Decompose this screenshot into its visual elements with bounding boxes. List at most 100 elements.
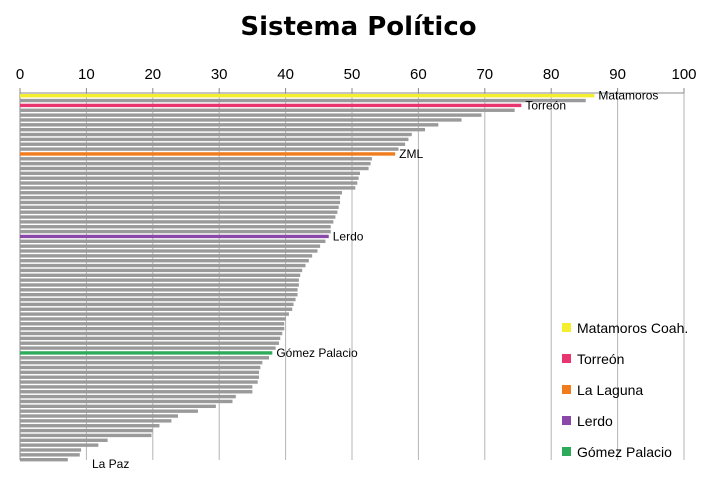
bar <box>20 341 279 345</box>
bar <box>20 360 263 365</box>
bar <box>20 181 358 185</box>
bar <box>20 127 426 132</box>
bar <box>20 244 321 248</box>
bar <box>20 108 515 112</box>
bar <box>20 239 326 243</box>
highlighted-bar <box>20 103 522 108</box>
bar <box>20 458 68 462</box>
x-tick-label: 10 <box>78 66 95 83</box>
bar <box>20 443 99 447</box>
highlighted-bar <box>20 152 396 156</box>
chart-title: Sistema Político <box>240 12 477 42</box>
bar <box>20 220 334 224</box>
bar <box>20 414 179 418</box>
x-tick-label: 70 <box>476 66 493 83</box>
bar <box>20 302 294 307</box>
bar <box>20 176 359 180</box>
x-tick-label: 100 <box>671 66 696 83</box>
bar <box>20 356 269 360</box>
bar <box>20 229 331 234</box>
bar <box>20 278 299 282</box>
bar <box>20 191 343 195</box>
bar-label: Torreón <box>525 98 566 112</box>
bar <box>20 424 160 428</box>
bar <box>20 215 336 219</box>
bar <box>20 399 233 404</box>
x-tick-label: 0 <box>16 66 24 83</box>
bar <box>20 186 356 190</box>
bar <box>20 200 341 205</box>
x-tick-label: 40 <box>277 66 294 83</box>
bar <box>20 118 462 122</box>
bar <box>20 195 341 200</box>
bar <box>20 283 299 287</box>
bar <box>20 390 253 394</box>
bar <box>20 263 306 268</box>
x-tick-label: 30 <box>211 66 228 83</box>
bar <box>20 98 586 103</box>
x-tick-label: 60 <box>410 66 427 83</box>
bar <box>20 326 285 331</box>
legend-label: La Laguna <box>577 381 644 398</box>
legend-swatch <box>562 323 571 332</box>
bar <box>20 365 261 370</box>
bar <box>20 132 412 137</box>
bar <box>20 428 153 433</box>
highlighted-bar <box>20 351 273 355</box>
bar <box>20 322 285 326</box>
bar <box>20 292 298 297</box>
bar <box>20 346 276 350</box>
legend-label: Matamoros Coah. <box>577 319 689 336</box>
bar <box>20 123 439 127</box>
legend-swatch <box>562 354 571 363</box>
bar <box>20 297 296 302</box>
bar <box>20 453 80 457</box>
legend-item-matamoros: Matamoros Coah. <box>562 312 688 343</box>
bar <box>20 317 286 321</box>
bar <box>20 161 371 166</box>
bar <box>20 380 258 384</box>
highlighted-bar <box>20 234 329 239</box>
highlighted-bar <box>20 94 595 98</box>
bar <box>20 404 216 409</box>
legend-item-la-laguna: La Laguna <box>562 374 688 405</box>
legend-item-lerdo: Lerdo <box>562 405 688 436</box>
x-tick-label: 80 <box>543 66 560 83</box>
x-tick-label: 90 <box>609 66 626 83</box>
bar <box>20 438 108 442</box>
bar <box>20 419 172 423</box>
bar-label: Gómez Palacio <box>276 346 358 360</box>
bar-label: ZML <box>399 147 423 161</box>
legend-item-gomez-palacio: Gómez Palacio <box>562 436 688 467</box>
bar <box>20 249 318 253</box>
bar <box>20 336 281 341</box>
bar <box>20 331 283 336</box>
bar <box>20 171 360 176</box>
bar <box>20 147 399 151</box>
bar <box>20 268 303 273</box>
bar <box>20 142 406 146</box>
bar <box>20 448 82 452</box>
bar <box>20 113 482 117</box>
bar <box>20 157 372 161</box>
legend-item-torreon: Torreón <box>562 343 688 374</box>
bar <box>20 273 301 277</box>
bar-label: La Paz <box>92 457 129 471</box>
bar <box>20 409 198 413</box>
bar <box>20 259 309 263</box>
bar <box>20 210 338 214</box>
bar <box>20 137 409 142</box>
bar <box>20 433 152 438</box>
bar <box>20 312 289 316</box>
bar <box>20 385 253 389</box>
bar <box>20 394 236 399</box>
legend-swatch <box>562 385 571 394</box>
bar <box>20 166 369 171</box>
legend-label: Gómez Palacio <box>577 443 672 460</box>
bar-label: Matamoros <box>598 89 658 103</box>
bar <box>20 254 313 258</box>
bar <box>20 370 260 375</box>
legend: Matamoros Coah. Torreón La Laguna Lerdo … <box>562 312 688 467</box>
legend-swatch <box>562 416 571 425</box>
